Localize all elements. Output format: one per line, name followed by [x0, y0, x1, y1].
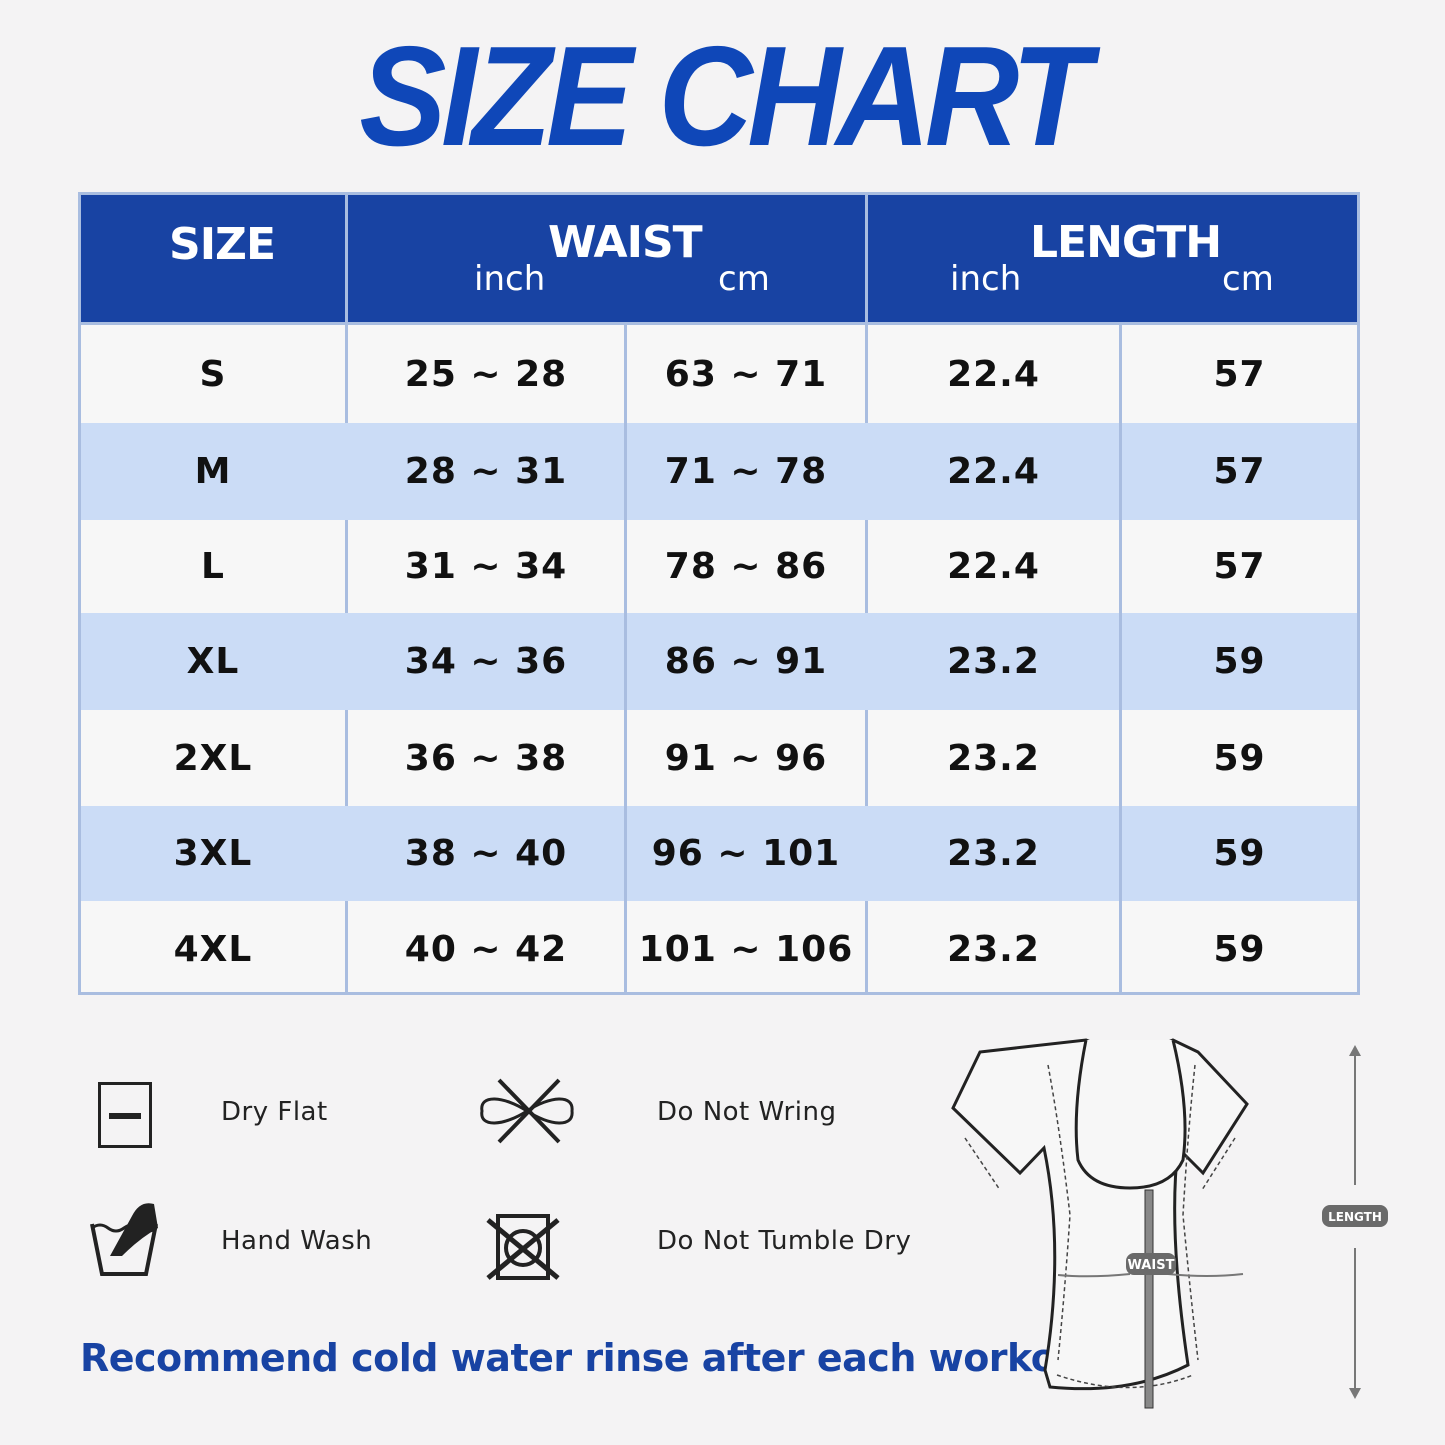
cell-waist-inch: 36 ~ 38: [404, 737, 568, 779]
table-row: 4XL 40 ~ 42 101 ~ 106 23.2 59: [81, 901, 1357, 998]
cell-length-inch: 23.2: [947, 641, 1040, 682]
cell-size: 3XL: [173, 833, 253, 874]
table-row: S 25 ~ 28 63 ~ 71 22.4 57: [81, 325, 1357, 423]
cell-waist-inch: 38 ~ 40: [404, 833, 568, 874]
cell-size: S: [199, 353, 227, 395]
cell-length-inch: 22.4: [947, 353, 1040, 395]
length-label: LENGTH: [1328, 1210, 1382, 1224]
dry-flat-icon: [98, 1082, 152, 1148]
table-row: M 28 ~ 31 71 ~ 78 22.4 57: [81, 423, 1357, 520]
header-size: SIZE: [81, 195, 345, 325]
header-waist: WAIST inch cm: [348, 195, 865, 325]
cell-waist-inch: 28 ~ 31: [404, 451, 568, 492]
waist-label: WAIST: [1128, 1258, 1175, 1273]
size-table: SIZE WAIST inch cm LENGTH inch cm S 25 ~ …: [78, 192, 1360, 995]
cell-waist-inch: 34 ~ 36: [404, 641, 568, 682]
cell-length-inch: 22.4: [947, 546, 1040, 587]
cell-waist-cm: 71 ~ 78: [664, 451, 828, 492]
care-label-do-not-tumble-dry: Do Not Tumble Dry: [657, 1226, 912, 1256]
cell-waist-inch: 25 ~ 28: [404, 353, 568, 395]
header-length: LENGTH inch cm: [868, 195, 1357, 325]
cell-waist-cm: 86 ~ 91: [664, 641, 828, 682]
cell-length-cm: 59: [1213, 929, 1266, 970]
table-row: XL 34 ~ 36 86 ~ 91 23.2 59: [81, 613, 1357, 710]
cell-size: XL: [186, 641, 240, 682]
shirt-diagram: WAIST LENGTH: [951, 1038, 1388, 1409]
cell-waist-cm: 101 ~ 106: [638, 929, 854, 970]
cell-length-inch: 22.4: [947, 451, 1040, 492]
size-header-label: SIZE: [169, 219, 276, 270]
cell-length-inch: 23.2: [947, 833, 1040, 874]
cell-waist-cm: 78 ~ 86: [664, 546, 828, 587]
table-row: L 31 ~ 34 78 ~ 86 22.4 57: [81, 520, 1357, 613]
cell-length-cm: 57: [1213, 353, 1266, 395]
cell-waist-cm: 96 ~ 101: [651, 833, 841, 874]
cell-size: L: [201, 546, 225, 587]
page-title: SIZE CHART: [359, 17, 1091, 176]
cell-length-cm: 59: [1213, 737, 1266, 779]
care-note: Recommend cold water rinse after each wo…: [80, 1336, 1115, 1380]
waist-header-label: WAIST: [548, 217, 703, 268]
cell-waist-cm: 63 ~ 71: [664, 353, 828, 395]
cell-length-cm: 59: [1213, 641, 1266, 682]
cell-waist-inch: 31 ~ 34: [404, 546, 568, 587]
cell-waist-cm: 91 ~ 96: [664, 737, 828, 779]
length-header-label: LENGTH: [1030, 217, 1222, 268]
care-label-do-not-wring: Do Not Wring: [657, 1097, 837, 1127]
hand-wash-icon: [90, 1203, 158, 1276]
length-cm-label: cm: [1222, 259, 1274, 299]
cell-length-cm: 57: [1213, 546, 1266, 587]
waist-label-badge: [1126, 1253, 1176, 1275]
do-not-wring-icon: [480, 1078, 574, 1144]
cell-length-inch: 23.2: [947, 929, 1040, 970]
length-label-badge: [1322, 1205, 1388, 1227]
cell-size: M: [194, 451, 232, 492]
cell-size: 4XL: [173, 929, 253, 970]
cell-length-cm: 57: [1213, 451, 1266, 492]
cell-waist-inch: 40 ~ 42: [404, 929, 568, 970]
waist-cm-label: cm: [718, 259, 770, 299]
table-row: 2XL 36 ~ 38 91 ~ 96 23.2 59: [81, 710, 1357, 806]
waist-inch-label: inch: [474, 259, 546, 299]
cell-length-cm: 59: [1213, 833, 1266, 874]
cell-length-inch: 23.2: [947, 737, 1040, 779]
care-label-hand-wash: Hand Wash: [221, 1226, 373, 1256]
table-row: 3XL 38 ~ 40 96 ~ 101 23.2 59: [81, 806, 1357, 901]
do-not-tumble-dry-icon: [486, 1214, 560, 1280]
care-label-dry-flat: Dry Flat: [221, 1097, 328, 1127]
length-inch-label: inch: [950, 259, 1022, 299]
cell-size: 2XL: [173, 737, 253, 779]
